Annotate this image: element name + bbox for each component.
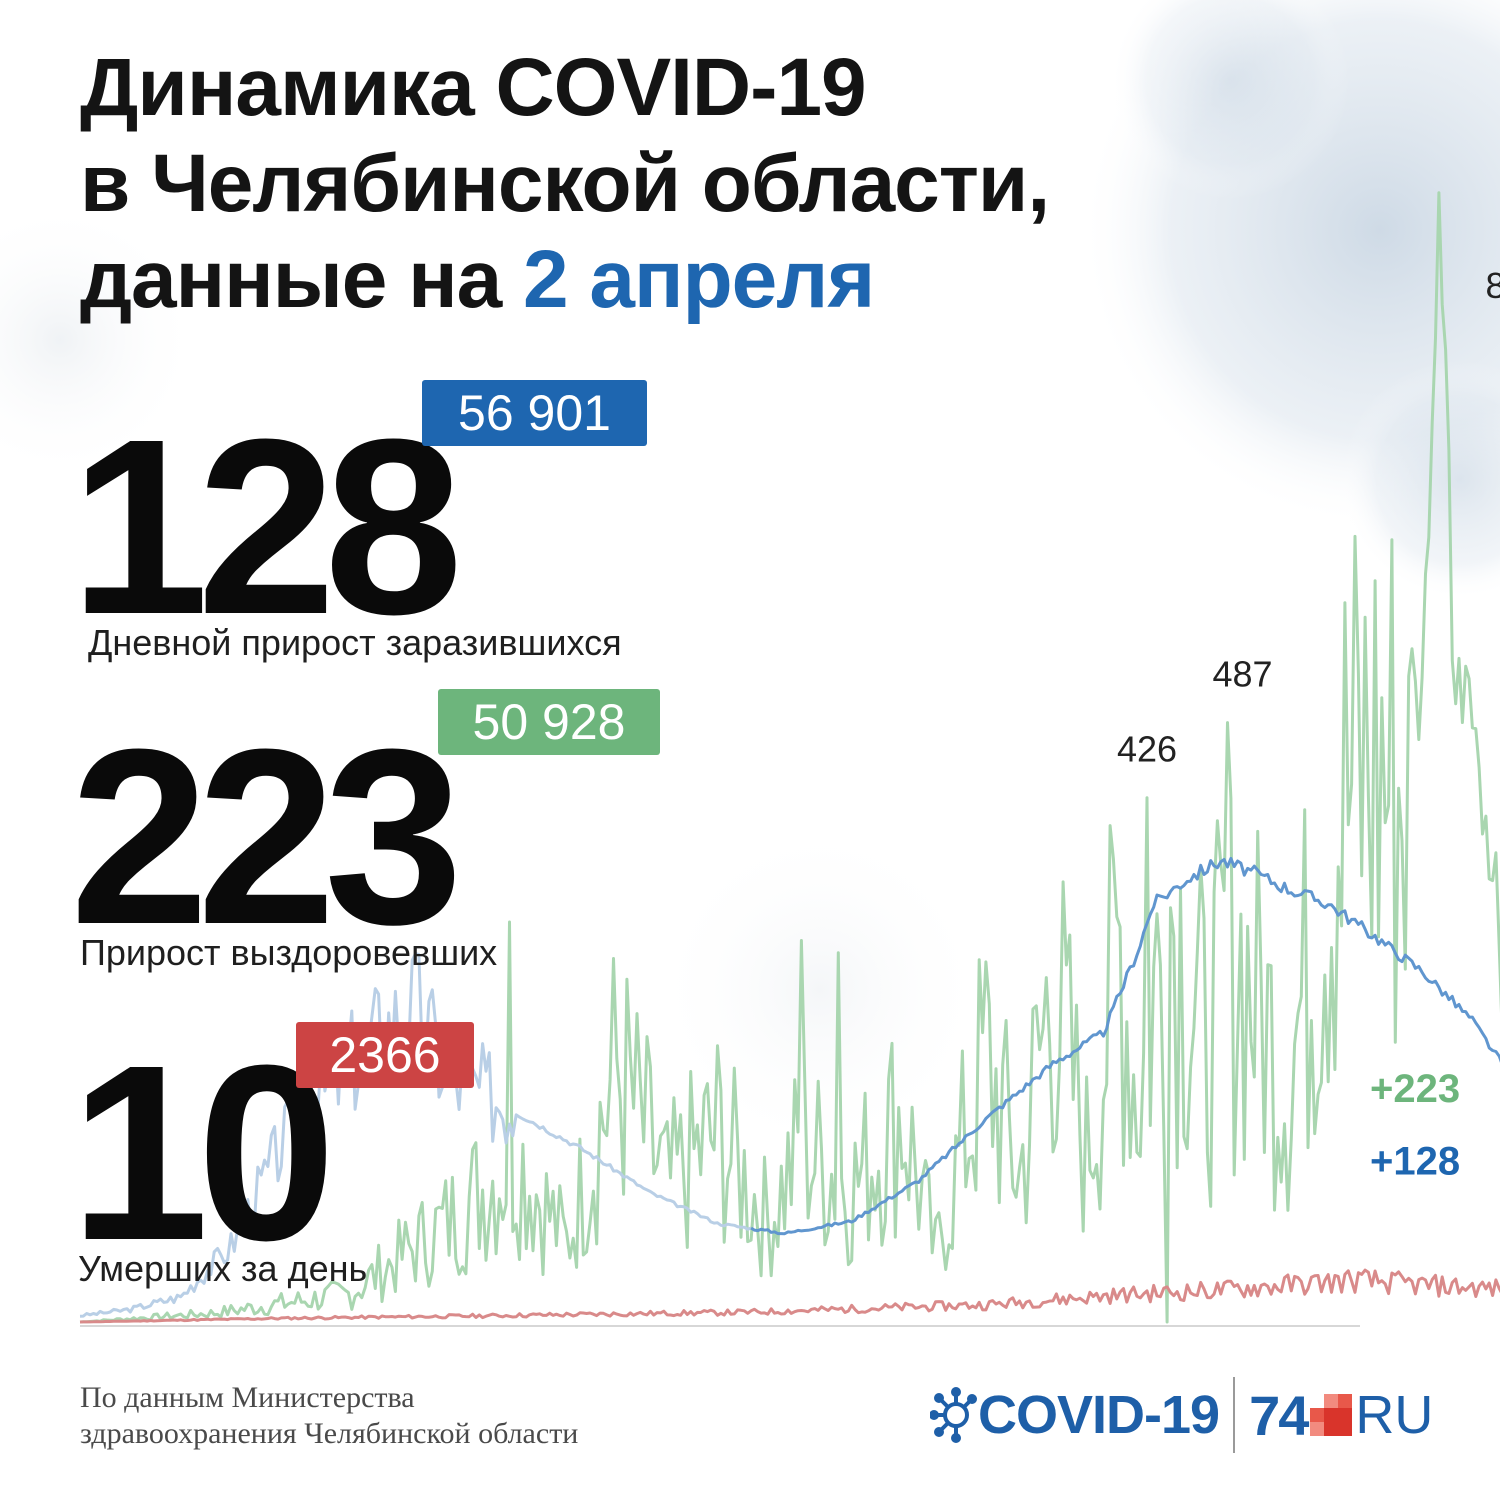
- recovered-total-badge: 50 928: [438, 689, 660, 755]
- infected-daily-value: 128: [70, 387, 463, 666]
- series-line-recovered: [79, 191, 1500, 1324]
- logo-ru-text: RU: [1355, 1385, 1434, 1445]
- peak-annotations: 426 487 845: [1117, 265, 1500, 770]
- title-line-1: Динамика COVID-19: [80, 42, 867, 133]
- deaths-total-badge: 2366: [296, 1022, 474, 1088]
- source-note: По данным Министерства здравоохранения Ч…: [80, 1380, 578, 1452]
- infected-label: Дневной прирост заразившихся: [88, 622, 622, 663]
- title-line-2: в Челябинской области,: [80, 138, 1050, 229]
- recovered-label: Прирост выздоровевших: [80, 932, 498, 973]
- peak-label-487: 487: [1212, 654, 1272, 695]
- page-title: Динамика COVID-19 в Челябинской области,…: [80, 40, 1050, 328]
- brand-logo: COVID-19 74 RU: [930, 1370, 1433, 1460]
- title-date: 2 апреля: [523, 234, 875, 325]
- peak-label-426: 426: [1117, 729, 1177, 770]
- logo-covid-text: COVID-19: [978, 1385, 1220, 1445]
- series-line-infected-early: [79, 952, 752, 1318]
- recovered-daily-value: 223: [70, 697, 463, 976]
- source-line-2: здравоохранения Челябинской области: [80, 1417, 579, 1450]
- recovered-end-label: +223: [1370, 1067, 1460, 1111]
- source-line-1: По данным Министерства: [80, 1381, 415, 1414]
- peak-label-845: 845: [1486, 265, 1500, 306]
- deaths-label: Умерших за день: [78, 1248, 368, 1289]
- pixel-square-icon: [1310, 1394, 1353, 1436]
- infected-end-label: +128: [1370, 1140, 1460, 1184]
- title-line-3: данные на 2 апреля: [80, 232, 1049, 328]
- virus-icon: [930, 1387, 977, 1443]
- infected-total-badge: 56 901: [422, 380, 647, 446]
- title-line-3-prefix: данные на: [80, 234, 524, 325]
- series-line-infected: [750, 856, 1500, 1236]
- series-line-deaths: [79, 1268, 1500, 1324]
- logo-74-text: 74: [1249, 1383, 1309, 1447]
- logo-divider: [1233, 1377, 1236, 1453]
- deaths-daily-value: 10: [70, 1013, 336, 1292]
